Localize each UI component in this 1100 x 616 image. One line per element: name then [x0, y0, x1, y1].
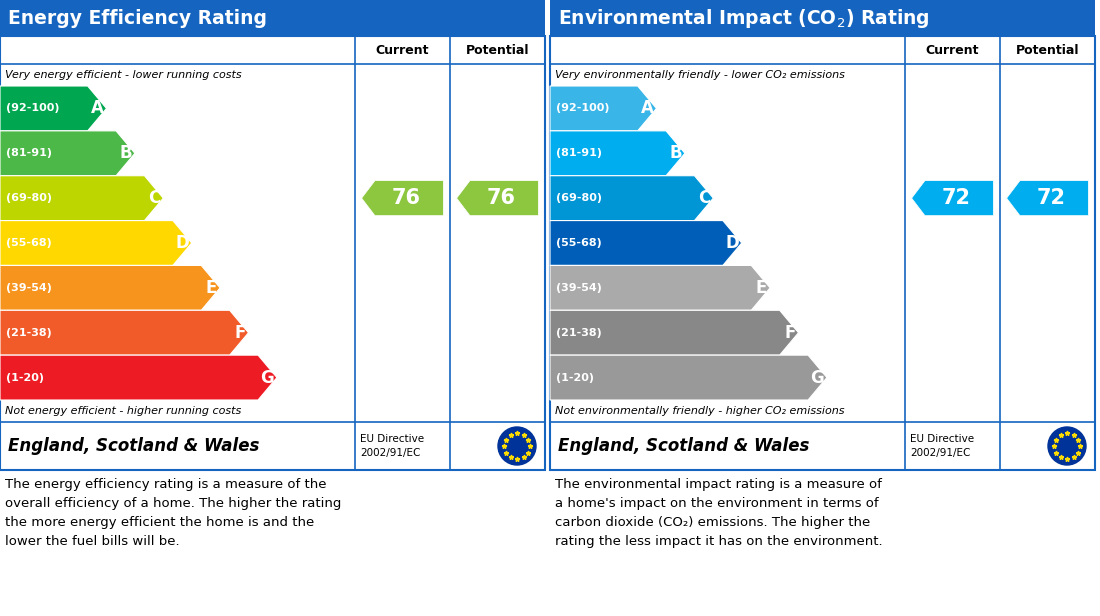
- Text: B: B: [670, 144, 682, 162]
- Text: England, Scotland & Wales: England, Scotland & Wales: [558, 437, 810, 455]
- Text: E: E: [756, 279, 768, 297]
- Text: The environmental impact rating is a measure of
a home's impact on the environme: The environmental impact rating is a mea…: [556, 478, 882, 548]
- Polygon shape: [0, 310, 249, 355]
- Text: (1-20): (1-20): [556, 373, 594, 383]
- Text: England, Scotland & Wales: England, Scotland & Wales: [8, 437, 260, 455]
- Polygon shape: [550, 176, 713, 221]
- Polygon shape: [0, 176, 163, 221]
- Text: D: D: [725, 234, 739, 252]
- Polygon shape: [550, 310, 799, 355]
- Text: (55-68): (55-68): [6, 238, 52, 248]
- Bar: [0, 0, 544, 36]
- Polygon shape: [456, 180, 538, 216]
- Text: Current: Current: [926, 44, 979, 57]
- Text: B: B: [120, 144, 132, 162]
- Circle shape: [498, 427, 536, 465]
- Polygon shape: [550, 355, 827, 400]
- Text: The energy efficiency rating is a measure of the
overall efficiency of a home. T: The energy efficiency rating is a measur…: [6, 478, 341, 548]
- Text: (92-100): (92-100): [6, 103, 59, 113]
- Text: 76: 76: [487, 188, 516, 208]
- Text: Energy Efficiency Rating: Energy Efficiency Rating: [8, 9, 267, 28]
- Text: C: C: [698, 189, 711, 207]
- Text: 72: 72: [1037, 188, 1066, 208]
- Circle shape: [1048, 427, 1086, 465]
- Text: D: D: [175, 234, 189, 252]
- Text: Current: Current: [376, 44, 429, 57]
- Polygon shape: [0, 131, 135, 176]
- Text: EU Directive
2002/91/EC: EU Directive 2002/91/EC: [360, 434, 425, 458]
- Text: (39-54): (39-54): [556, 283, 602, 293]
- Text: A: A: [641, 99, 653, 118]
- Polygon shape: [1006, 180, 1088, 216]
- Text: (21-38): (21-38): [6, 328, 52, 338]
- Polygon shape: [550, 86, 657, 131]
- Text: (1-20): (1-20): [6, 373, 44, 383]
- Polygon shape: [550, 265, 770, 310]
- Text: (92-100): (92-100): [556, 103, 609, 113]
- Bar: [550, 0, 1094, 36]
- Text: Very environmentally friendly - lower CO₂ emissions: Very environmentally friendly - lower CO…: [556, 70, 845, 80]
- Polygon shape: [0, 265, 220, 310]
- Text: G: G: [261, 368, 274, 387]
- Polygon shape: [912, 180, 993, 216]
- Text: C: C: [148, 189, 161, 207]
- Text: G: G: [811, 368, 824, 387]
- Text: (39-54): (39-54): [6, 283, 52, 293]
- Text: (69-80): (69-80): [556, 193, 602, 203]
- Text: Not energy efficient - higher running costs: Not energy efficient - higher running co…: [6, 406, 241, 416]
- Text: Very energy efficient - lower running costs: Very energy efficient - lower running co…: [6, 70, 242, 80]
- Polygon shape: [0, 221, 191, 265]
- Text: E: E: [206, 279, 218, 297]
- Text: (81-91): (81-91): [556, 148, 602, 158]
- Polygon shape: [362, 180, 443, 216]
- Text: Potential: Potential: [465, 44, 529, 57]
- Polygon shape: [550, 131, 685, 176]
- Bar: [0, 36, 544, 470]
- Text: F: F: [234, 324, 245, 342]
- Text: (55-68): (55-68): [556, 238, 602, 248]
- Polygon shape: [0, 86, 107, 131]
- Text: F: F: [784, 324, 795, 342]
- Text: (81-91): (81-91): [6, 148, 52, 158]
- Text: Potential: Potential: [1015, 44, 1079, 57]
- Text: 76: 76: [392, 188, 421, 208]
- Text: (69-80): (69-80): [6, 193, 52, 203]
- Text: EU Directive
2002/91/EC: EU Directive 2002/91/EC: [910, 434, 975, 458]
- Text: Environmental Impact (CO$_2$) Rating: Environmental Impact (CO$_2$) Rating: [558, 7, 930, 30]
- Text: A: A: [91, 99, 103, 118]
- Text: (21-38): (21-38): [556, 328, 602, 338]
- Text: Not environmentally friendly - higher CO₂ emissions: Not environmentally friendly - higher CO…: [556, 406, 845, 416]
- Bar: [550, 36, 1094, 470]
- Polygon shape: [0, 355, 277, 400]
- Text: 72: 72: [942, 188, 971, 208]
- Polygon shape: [550, 221, 741, 265]
